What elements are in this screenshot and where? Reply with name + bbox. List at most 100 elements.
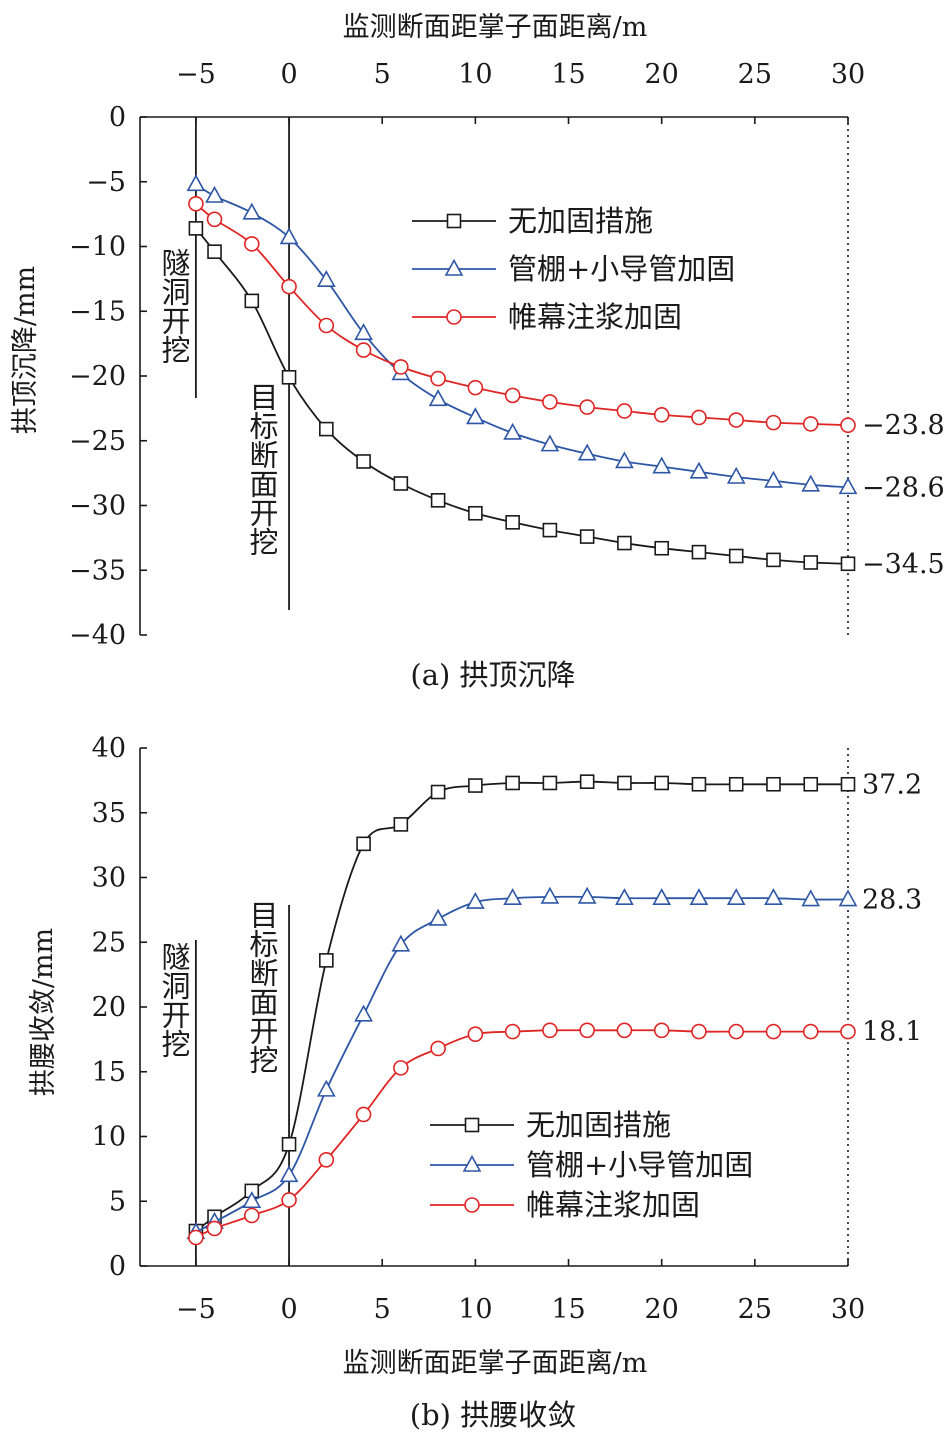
chart-b-series-0-point: [803, 776, 819, 792]
chart-b-end-label-2: 18.1: [862, 1017, 922, 1048]
chart-b-series-2-point: [188, 1229, 204, 1246]
chart-b-series-2-point: [765, 1023, 782, 1040]
chart-b-series-2-point: [653, 1022, 670, 1039]
chart-a-x-tick-label: 25: [738, 59, 772, 90]
chart-b-ylabel: 拱腰收敛/mm: [28, 928, 59, 1096]
chart-b-series-0-point: [728, 776, 744, 792]
chart-a-series-0-point: [691, 544, 707, 560]
chart-a-end-label-0: −34.5: [862, 549, 945, 580]
chart-b-series-2-point: [504, 1023, 521, 1040]
chart-b-series-0-point: [281, 1136, 297, 1152]
chart-a-series-0-point: [393, 476, 409, 491]
chart-a-series-1-point: [801, 474, 821, 492]
chart-b-x-tick-label: 30: [831, 1294, 865, 1325]
chart-a-series-2-point: [504, 387, 521, 404]
chart-a-y-tick-label: −5: [86, 167, 126, 198]
chart-b-x-tick-label: 10: [458, 1294, 492, 1325]
chart-a-series-1-point: [428, 389, 448, 407]
chart-b-series-1-point: [652, 888, 672, 906]
chart-a-series-2-point: [393, 359, 409, 375]
chart-b-series-2-point: [840, 1023, 856, 1040]
chart-a-y-tick-label: −35: [69, 555, 126, 586]
chart-a-series-0-point: [468, 505, 483, 521]
chart-b-series-0-point: [505, 775, 520, 791]
chart-b-series-1-point: [316, 1079, 336, 1097]
chart-b-series-1-point: [391, 934, 411, 952]
chart-a-series-1-point: [838, 477, 858, 495]
annotation-target-excavation-b: 目标断面开挖: [245, 900, 279, 1074]
chart-a-series-0-point: [803, 555, 819, 570]
chart-b-y-tick-label: 0: [109, 1251, 126, 1282]
chart-a-legend-marker-1: [444, 258, 464, 276]
chart-a-series-0-point: [188, 221, 204, 236]
chart-a-series-2-point: [542, 394, 558, 410]
chart-a-x-tick-label: 10: [458, 59, 492, 90]
chart-a-series-2-point: [243, 236, 260, 252]
annotation-tunnel-excavation-a: 隧洞开挖: [157, 248, 191, 364]
chart-b-series-1-point: [801, 889, 821, 907]
chart-a-series-1-point: [652, 456, 672, 474]
chart-a-series-2-point: [206, 211, 223, 228]
chart-b-x-tick-label: −5: [176, 1294, 216, 1325]
chart-b-xlabel: 监测断面距掌子面距离/m: [343, 1348, 648, 1379]
chart-b-series-1-point: [838, 889, 858, 907]
chart-b-series-2-point: [691, 1023, 707, 1040]
chart-b-series-1-point: [428, 908, 448, 926]
chart-a-series-2-point: [188, 195, 204, 212]
chart-a-caption: (a) 拱顶沉降: [410, 658, 575, 692]
chart-a-series-1-point: [279, 227, 299, 245]
chart-a-series-1-point: [242, 202, 262, 220]
chart-a-series-2-point: [467, 379, 484, 396]
chart-a-end-label-2: −23.8: [862, 410, 945, 441]
chart-a-series-2-point: [728, 412, 745, 428]
chart-b-series-2-point: [281, 1192, 297, 1208]
chart-b-series-2-point: [393, 1060, 409, 1076]
chart-b-y-tick-label: 40: [92, 733, 126, 764]
chart-a-y-tick-label: −40: [69, 620, 126, 651]
chart-a-series-2-point: [355, 342, 372, 358]
chart-a-x-tick-label: 5: [374, 59, 391, 90]
chart-a-series-1-point: [186, 174, 206, 192]
chart-b-series-2-point: [206, 1220, 223, 1237]
chart-a-series-2-point: [318, 317, 335, 334]
chart-a-legend-marker-2: [446, 309, 462, 325]
chart-b-series-1-point: [726, 888, 746, 906]
chart-a-series-2-point: [430, 370, 446, 387]
chart-b-y-tick-label: 20: [92, 992, 126, 1023]
chart-b-series-2-point: [430, 1040, 446, 1057]
chart-a-series-2-point: [802, 416, 819, 432]
chart-b-series-0-point: [468, 778, 483, 793]
chart-b-legend-marker-1: [462, 1154, 482, 1172]
chart-b-legend-marker-0: [464, 1117, 480, 1133]
chart-b-series-0-point: [579, 774, 595, 789]
chart-a-series-1-point: [615, 451, 634, 469]
chart-b-series-2-point: [318, 1152, 335, 1168]
chart-b-series-0-point: [542, 775, 558, 791]
chart-a-series-2-point: [840, 417, 856, 434]
chart-a-series-1-point: [764, 470, 783, 488]
annotation-tunnel-excavation-b: 隧洞开挖: [157, 942, 191, 1058]
chart-b-series-1-point: [242, 1191, 262, 1209]
chart-b-series-1-point: [764, 888, 783, 906]
chart-b-x-tick-label: 5: [374, 1294, 391, 1325]
chart-b: 监测断面距掌子面距离/m 拱腰收敛/mm (b) 拱腰收敛 0 5 10 15 20 25…: [28, 733, 922, 1432]
chart-a-series-1-point: [540, 434, 560, 452]
chart-b-series-1-point: [577, 886, 597, 904]
chart-a-series-0-point: [430, 493, 446, 508]
chart-b-series-1-point: [615, 888, 634, 906]
chart-a-series-1-point: [689, 461, 709, 479]
chart-a-x-tick-label: 30: [831, 59, 865, 90]
chart-a: 监测断面距掌子面距离/m 拱顶沉降/mm (a) 拱顶沉降 0 −5 −10 −15 −…: [10, 12, 945, 692]
chart-b-series-0-point: [356, 836, 371, 852]
chart-b-series-2-point: [616, 1022, 633, 1039]
chart-a-series-2-point: [765, 414, 782, 431]
chart-b-y-tick-label: 25: [92, 927, 126, 958]
chart-a-series-0-point: [505, 515, 520, 530]
chart-a-series-2-point: [579, 399, 595, 415]
chart-b-series-0-point: [766, 776, 781, 792]
chart-b-series-2-point: [542, 1022, 558, 1039]
chart-b-x-tick-label: 20: [645, 1294, 679, 1325]
chart-a-xlabel: 监测断面距掌子面距离/m: [343, 12, 648, 43]
